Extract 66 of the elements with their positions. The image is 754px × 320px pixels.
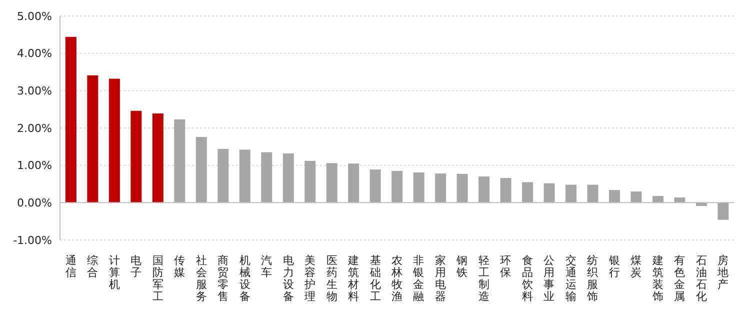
bar [500, 178, 512, 203]
bar [348, 163, 360, 203]
bar [282, 153, 294, 203]
x-tick-label: 轻工制造 [478, 254, 490, 303]
x-tick-label: 汽车 [261, 254, 272, 279]
bar [435, 174, 446, 203]
bar [522, 182, 534, 203]
x-tick-label: 环保 [500, 254, 512, 279]
bar [478, 176, 490, 203]
x-tick-label: 非银金融 [412, 254, 424, 303]
x-tick-label: 食品饮料 [520, 254, 533, 303]
x-tick-label: 交通运输 [565, 254, 576, 303]
x-tick-label: 传媒 [174, 254, 186, 279]
y-tick-label: -1.00% [13, 234, 52, 247]
x-tick-label: 银行 [608, 254, 620, 279]
bar [304, 160, 316, 203]
x-tick-label: 纺织服饰 [586, 254, 598, 303]
bar [392, 170, 403, 203]
x-tick-label: 建筑装饰 [651, 254, 664, 303]
bar [239, 150, 250, 203]
bar [718, 202, 729, 220]
y-tick-label: 0.00% [17, 196, 52, 210]
x-tick-label: 医药生物 [326, 254, 338, 303]
x-tick-label: 商贸零售 [218, 254, 229, 303]
x-tick-label: 房地产 [716, 254, 729, 291]
y-tick-label: 1.00% [17, 159, 52, 172]
x-tick-label: 通信 [65, 254, 76, 279]
x-tick-label: 电力设备 [282, 254, 294, 303]
bar [196, 136, 207, 203]
bar [218, 148, 229, 203]
x-tick-label: 美容护理 [304, 254, 316, 303]
x-tick-label: 有色金属 [674, 254, 686, 303]
bar [108, 78, 120, 203]
bar [65, 36, 76, 203]
x-tick-label: 社会服务 [196, 254, 207, 303]
x-tick-label: 计算机 [108, 254, 120, 291]
bar [174, 119, 186, 203]
y-tick-label: 3.00% [17, 84, 52, 98]
bar [413, 172, 424, 203]
x-tick-label: 机械设备 [239, 254, 250, 303]
y-tick-label: 5.00% [17, 10, 52, 23]
x-tick-label: 电子 [130, 254, 142, 279]
x-tick-label: 家用电器 [434, 254, 446, 303]
bar [456, 174, 468, 203]
x-tick-label: 国防军工 [152, 254, 164, 303]
x-tick-label: 综合 [87, 254, 98, 279]
bar [152, 113, 164, 203]
bar [566, 184, 576, 203]
bar [587, 184, 598, 203]
x-tick-label: 建筑材料 [347, 254, 360, 303]
x-tick-label: 煤炭 [630, 254, 642, 279]
bar [326, 163, 338, 203]
bar [544, 183, 555, 203]
x-tick-label: 石油石化 [696, 254, 707, 303]
bar [261, 152, 272, 203]
bar [608, 190, 620, 203]
bar [130, 110, 142, 203]
bar [370, 169, 381, 203]
bar [87, 75, 98, 203]
y-tick-label: 4.00% [17, 47, 52, 60]
bar [630, 191, 642, 203]
x-tick-label: 公用事业 [544, 254, 555, 303]
x-tick-label: 农林牧渔 [390, 254, 402, 303]
y-tick-label: 2.00% [17, 122, 52, 135]
x-tick-label: 基础化工 [368, 254, 381, 303]
x-tick-label: 钢铁 [456, 254, 468, 279]
